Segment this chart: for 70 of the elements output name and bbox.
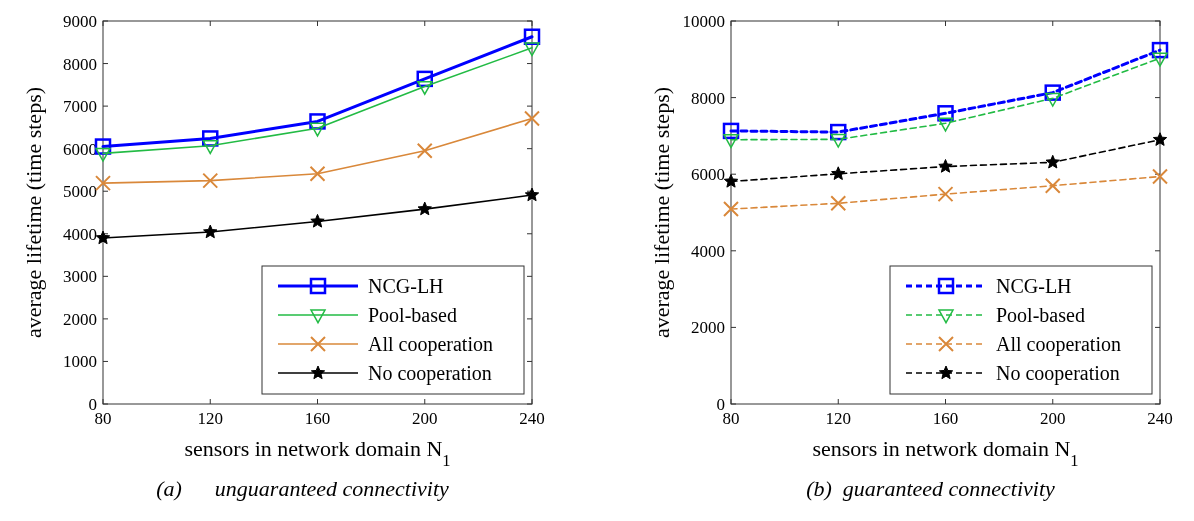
x-tick-label: 80 [722, 409, 740, 428]
point [1045, 92, 1061, 107]
legend-label: All cooperation [368, 333, 493, 356]
point [203, 224, 218, 239]
point [937, 186, 954, 203]
text: (b) guaranteed connectivity [806, 476, 1056, 501]
legend-label: Pool-based [996, 304, 1085, 326]
point [95, 230, 111, 245]
y-axis-title: average lifetime (time steps) [649, 86, 674, 339]
point [830, 133, 846, 148]
point [1044, 177, 1061, 194]
legend-label: NCG-LH [368, 275, 444, 297]
point [937, 117, 954, 132]
x-tick-label: 160 [304, 409, 331, 428]
point [1152, 52, 1168, 67]
x-tick-label: 240 [519, 409, 545, 428]
x-tick-label: 120 [825, 409, 851, 428]
x-tick-label: 80 [94, 409, 112, 428]
point [722, 122, 740, 140]
x-tick-label: 200 [1040, 409, 1066, 428]
y-tick-label: 6000 [691, 165, 725, 185]
y-tick-label: 10000 [682, 12, 725, 31]
y-tick-label: 0 [716, 395, 725, 414]
legend-label: Pool-based [368, 304, 457, 326]
point [416, 142, 433, 159]
point [938, 159, 953, 173]
y-tick-label: 7000 [63, 97, 97, 117]
x-tick-label: 200 [412, 409, 438, 428]
text: (a) unguaranteed connectivity [156, 476, 450, 501]
point [1152, 168, 1168, 185]
point [417, 201, 432, 216]
x-tick-label: 120 [197, 409, 223, 428]
point [309, 122, 326, 137]
y-tick-label: 1000 [63, 352, 97, 372]
legend-label: All cooperation [996, 333, 1121, 356]
point [524, 187, 540, 202]
x-tick-label: 160 [932, 409, 959, 428]
point [723, 173, 739, 188]
point [202, 140, 218, 155]
x-axis-title: sensors in network domain N$_{1}$ [184, 436, 451, 470]
y-tick-label: 3000 [63, 267, 97, 287]
y-axis-title: average lifetime (time steps) [21, 86, 46, 339]
point [309, 165, 326, 182]
y-tick-label: 4000 [691, 241, 725, 261]
y-tick-label: 9000 [63, 12, 97, 31]
point [831, 166, 846, 180]
point [723, 134, 739, 149]
legend-label: NCG-LH [996, 275, 1072, 297]
point [524, 110, 540, 127]
y-tick-label: 8000 [691, 88, 725, 108]
x-axis-title: sensors in network domain N$_{1}$ [812, 436, 1079, 470]
y-tick-label: 2000 [691, 318, 725, 338]
legend-label: No cooperation [996, 362, 1120, 385]
point [417, 80, 433, 95]
y-tick-label: 8000 [63, 54, 97, 74]
point [95, 147, 111, 162]
point [723, 201, 739, 218]
y-tick-label: 0 [88, 395, 97, 414]
legend-label: No cooperation [368, 362, 492, 385]
point [830, 195, 847, 212]
point [1045, 154, 1060, 169]
y-tick-label: 2000 [63, 309, 97, 329]
point [1152, 132, 1168, 146]
x-tick-label: 240 [1147, 409, 1173, 428]
point [95, 175, 111, 192]
point [310, 213, 325, 228]
point [524, 42, 540, 57]
point [202, 172, 219, 189]
y-tick-label: 4000 [63, 224, 97, 244]
y-tick-label: 5000 [63, 182, 97, 202]
